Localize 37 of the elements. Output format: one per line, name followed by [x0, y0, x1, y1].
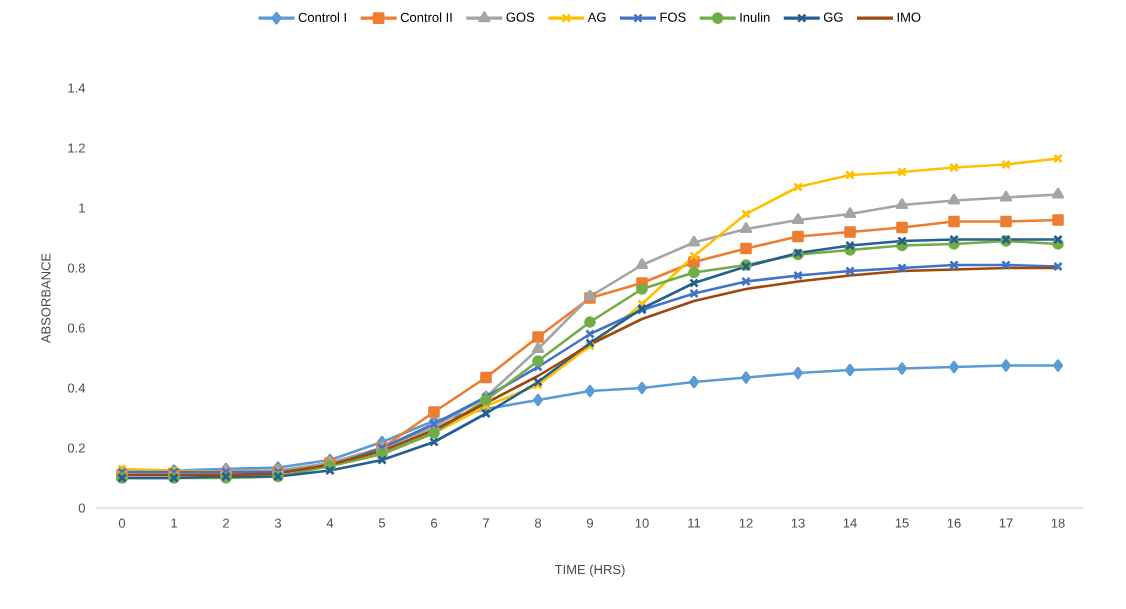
y-axis-title: ABSORBANCE [41, 253, 51, 344]
x-tick-label: 9 [587, 518, 593, 528]
x-tick-label: 0 [118, 518, 126, 528]
x-tick-label: 5 [378, 518, 386, 528]
legend-label: GOS [506, 12, 535, 22]
y-tick-label: 0.8 [67, 263, 85, 273]
x-tick-label: 2 [223, 518, 229, 528]
x-tick-label: 18 [1051, 518, 1065, 528]
x-tick-label: 14 [843, 518, 857, 528]
y-tick-label: 1.2 [68, 143, 85, 153]
x-tick-label: 7 [483, 518, 489, 528]
x-tick-label: 12 [739, 518, 753, 528]
x-tick-label: 15 [895, 518, 909, 528]
y-tick-label: 1 [79, 203, 85, 213]
x-tick-label: 11 [688, 518, 701, 528]
legend-label: Inulin [740, 12, 770, 22]
x-tick-label: 13 [791, 518, 805, 528]
x-tick-label: 6 [431, 518, 438, 528]
legend-label: GG [823, 12, 843, 22]
x-tick-label: 10 [635, 518, 649, 528]
x-tick-label: 17 [999, 518, 1013, 528]
x-tick-label: 8 [534, 518, 542, 528]
y-tick-label: 1.4 [68, 83, 86, 93]
y-tick-label: 0.6 [67, 323, 85, 333]
legend-label: IMO [897, 12, 921, 22]
y-tick-label: 0.4 [67, 383, 86, 393]
y-tick-label: 0.2 [67, 443, 85, 453]
x-tick-label: 4 [326, 518, 334, 528]
legend-label: Control II [400, 12, 452, 22]
y-tick-label: 0 [78, 503, 85, 513]
legend-label: Control I [298, 12, 346, 22]
x-tick-label: 1 [171, 518, 177, 528]
x-tick-label: 3 [274, 518, 282, 528]
x-tick-label: 16 [947, 518, 961, 528]
legend-label: AG [587, 12, 606, 22]
x-axis-title: TIME (HRS) [554, 564, 625, 577]
legend-label: FOS [660, 12, 686, 22]
